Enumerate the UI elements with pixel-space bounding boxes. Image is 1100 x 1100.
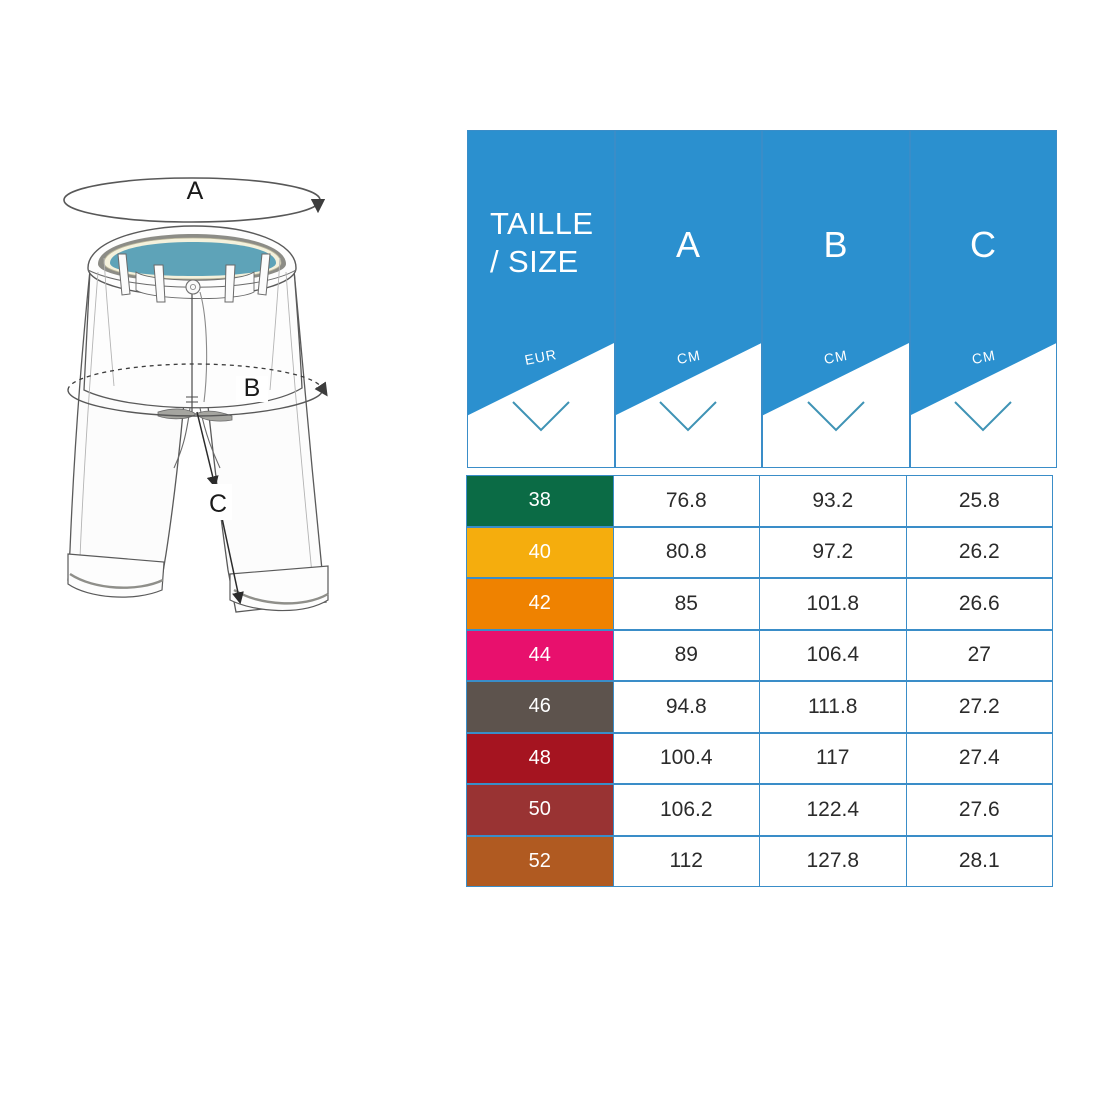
measure-b-cell: 101.8 xyxy=(759,578,907,630)
measure-c-cell: 27 xyxy=(905,629,1053,681)
measure-a-loop xyxy=(63,177,326,223)
size-cell: 40 xyxy=(466,526,614,578)
header-title-line1: TAILLE xyxy=(490,206,594,241)
chevron-down-icon[interactable] xyxy=(657,399,719,435)
measure-c-cell: 25.8 xyxy=(905,475,1053,527)
belt-loops xyxy=(117,253,271,303)
label-a: A xyxy=(187,177,204,205)
measure-b-cell: 111.8 xyxy=(759,681,907,733)
measure-a-cell: 112 xyxy=(612,835,760,887)
size-cell: 48 xyxy=(466,732,614,784)
size-cell: 38 xyxy=(466,475,614,527)
measure-b-cell: 97.2 xyxy=(759,526,907,578)
table-row: 44 89 106.4 27 xyxy=(466,629,1057,683)
label-b: B xyxy=(244,374,261,402)
size-cell: 52 xyxy=(466,835,614,887)
table-row: 38 76.8 93.2 25.8 xyxy=(466,475,1057,528)
header-cell-b: B CM xyxy=(762,130,910,468)
measure-c-cell: 28.1 xyxy=(905,835,1053,887)
table-row: 46 94.8 111.8 27.2 xyxy=(466,681,1057,734)
measure-c-cell: 27.4 xyxy=(905,732,1053,784)
shorts-illustration: A xyxy=(40,150,420,650)
measure-a-cell: 100.4 xyxy=(612,732,760,784)
header-cell-size: TAILLE / SIZE EUR xyxy=(467,130,615,468)
shorts-svg: A xyxy=(63,177,329,613)
table-row: 48 100.4 117 27.4 xyxy=(466,732,1057,786)
measure-a-cell: 106.2 xyxy=(612,784,760,836)
measure-c-cell: 26.6 xyxy=(905,578,1053,630)
measure-b-cell: 117 xyxy=(759,732,907,784)
header-title-a: A xyxy=(676,224,701,265)
measure-b-cell: 93.2 xyxy=(759,475,907,527)
waistband xyxy=(87,225,297,299)
fly-and-button xyxy=(185,279,208,412)
measure-c-cell: 27.6 xyxy=(905,784,1053,836)
measure-c-cell: 26.2 xyxy=(905,526,1053,578)
seam-lines xyxy=(79,257,313,575)
measure-b-cell: 106.4 xyxy=(759,629,907,681)
header-title-c: C xyxy=(970,224,997,265)
header-title-b: B xyxy=(823,224,848,265)
measure-b-cell: 122.4 xyxy=(759,784,907,836)
size-cell: 50 xyxy=(466,784,614,836)
measure-a-cell: 85 xyxy=(612,578,760,630)
size-cell: 44 xyxy=(466,629,614,681)
measure-a-cell: 94.8 xyxy=(612,681,760,733)
measure-a-cell: 89 xyxy=(612,629,760,681)
measure-c-arrow xyxy=(196,411,244,605)
measure-c-cell: 27.2 xyxy=(905,681,1053,733)
label-c: C xyxy=(209,490,227,518)
table-row: 40 80.8 97.2 26.2 xyxy=(466,526,1057,580)
table-row: 42 85 101.8 26.6 xyxy=(466,578,1057,631)
table-row: 52 112 127.8 28.1 xyxy=(466,835,1057,889)
measure-b-cell: 127.8 xyxy=(759,835,907,887)
size-cell: 42 xyxy=(466,578,614,630)
table-header: TAILLE / SIZE EUR A CM B CM xyxy=(467,130,1057,468)
measure-a-cell: 80.8 xyxy=(612,526,760,578)
header-title-line2: / SIZE xyxy=(490,243,579,279)
chevron-down-icon[interactable] xyxy=(510,399,572,435)
size-cell: 46 xyxy=(466,681,614,733)
measure-a-cell: 76.8 xyxy=(612,475,760,527)
chevron-down-icon[interactable] xyxy=(952,399,1014,435)
shorts-body xyxy=(67,268,327,613)
header-cell-a: A CM xyxy=(614,130,762,468)
measure-b-loop xyxy=(67,363,328,417)
size-chart: TAILLE / SIZE EUR A CM B CM xyxy=(466,130,1057,889)
header-title-size: TAILLE / SIZE xyxy=(468,205,614,281)
header-cell-c: C CM xyxy=(909,130,1057,468)
chevron-down-icon[interactable] xyxy=(805,399,867,435)
table-body: 38 76.8 93.2 25.8 40 80.8 97.2 26.2 42 85 101.8 26.… xyxy=(466,475,1057,889)
table-row: 50 106.2 122.4 27.6 xyxy=(466,784,1057,837)
